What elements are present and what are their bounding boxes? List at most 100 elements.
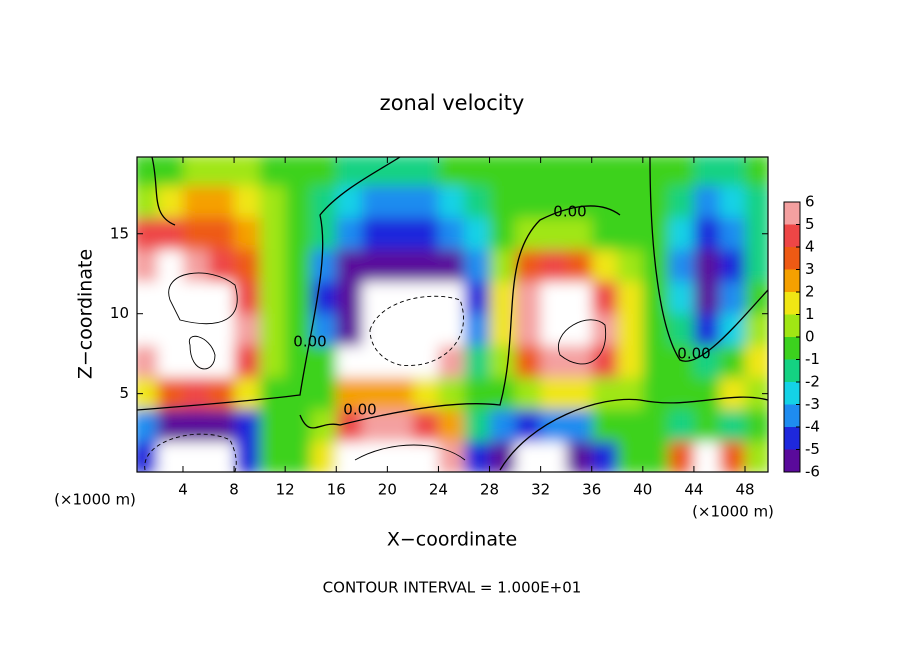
field-cell: [137, 157, 158, 187]
field-cell: [668, 185, 695, 219]
field-cell: [745, 441, 768, 472]
field-cell: [387, 313, 414, 347]
field-cell: [137, 217, 158, 251]
colorbar-swatch: [784, 247, 800, 270]
field-cell: [693, 409, 720, 443]
field-cell: [591, 345, 618, 379]
field-cell: [387, 409, 414, 443]
field-cell: [642, 345, 669, 379]
colorbar-swatch: [784, 427, 800, 450]
field-cell: [208, 157, 235, 187]
field-cell: [234, 409, 261, 443]
field-cell: [566, 217, 593, 251]
field-cell: [285, 281, 312, 315]
field-cell: [463, 249, 491, 283]
field-cell: [259, 345, 286, 379]
field-cell: [387, 249, 414, 283]
x-tick-label: 12: [276, 481, 295, 499]
field-cell: [438, 185, 465, 219]
field-cell: [361, 249, 388, 283]
field-cell: [259, 409, 286, 443]
field-cell: [515, 409, 542, 443]
field-cell: [463, 185, 491, 219]
field-cell: [617, 281, 644, 315]
field-cell: [438, 441, 465, 472]
colorbar-tick-label: 1: [805, 305, 815, 323]
field-cell: [336, 157, 363, 187]
field-cell: [137, 281, 158, 315]
x-tick-label: 16: [327, 481, 346, 499]
field-cell: [642, 217, 669, 251]
field-cell: [463, 281, 491, 315]
field-cell: [515, 281, 542, 315]
field-cell: [234, 313, 261, 347]
field-cell: [668, 377, 695, 411]
field-cell: [285, 377, 312, 411]
field-cell: [259, 157, 286, 187]
field-cell: [285, 313, 312, 347]
field-cell: [259, 249, 286, 283]
field-cell: [591, 377, 618, 411]
field-cell: [515, 377, 542, 411]
field-cell: [438, 313, 465, 347]
field-cell: [591, 157, 618, 187]
field-cell: [566, 313, 593, 347]
field-cell: [719, 157, 746, 187]
field-cell: [259, 377, 286, 411]
field-cell: [285, 185, 312, 219]
field-cell: [412, 345, 439, 379]
field-cell: [540, 345, 567, 379]
x-tick-label: 48: [735, 481, 754, 499]
colorbar-tick-label: 4: [805, 238, 815, 256]
field-cell: [617, 249, 644, 283]
field-cell: [208, 409, 235, 443]
field-cell: [387, 157, 414, 187]
field-cell: [336, 217, 363, 251]
field-cell: [617, 441, 644, 472]
field-cell: [719, 217, 746, 251]
x-tick-label: 20: [378, 481, 397, 499]
field-cell: [336, 377, 363, 411]
field-cell: [387, 217, 414, 251]
field-cell: [463, 157, 491, 187]
contour-label: 0.00: [677, 345, 710, 363]
field-cell: [137, 249, 158, 283]
x-tick-label: 44: [684, 481, 703, 499]
field-cell: [642, 185, 669, 219]
field-cells: [137, 157, 768, 472]
x-unit-label: (×1000 m): [54, 491, 136, 509]
field-cell: [463, 409, 491, 443]
field-cell: [668, 249, 695, 283]
field-cell: [745, 345, 768, 379]
field-cell: [310, 157, 337, 187]
field-cell: [617, 185, 644, 219]
field-cell: [489, 249, 516, 283]
colorbar-swatch: [784, 449, 800, 473]
field-cell: [642, 377, 669, 411]
colorbar-tick-label: -1: [805, 350, 820, 368]
field-cell: [668, 281, 695, 315]
field-cell: [208, 281, 235, 315]
field-cell: [336, 281, 363, 315]
field-cell: [412, 313, 439, 347]
field-cell: [617, 157, 644, 187]
y-tick-label: 5: [119, 384, 129, 402]
field-cell: [668, 345, 695, 379]
field-cell: [642, 409, 669, 443]
field-cell: [361, 157, 388, 187]
colorbar-tick-label: 5: [805, 215, 815, 233]
field-cell: [489, 157, 516, 187]
field-cell: [515, 157, 542, 187]
colorbar-swatch: [784, 359, 800, 383]
field-cell: [361, 313, 388, 347]
field-cell: [182, 281, 210, 315]
field-cell: [285, 157, 312, 187]
field-cell: [182, 157, 210, 187]
field-cell: [157, 409, 184, 443]
field-cell: [234, 185, 261, 219]
field-cell: [719, 281, 746, 315]
field-cell: [463, 313, 491, 347]
field-cell: [745, 157, 768, 187]
field-cell: [438, 157, 465, 187]
